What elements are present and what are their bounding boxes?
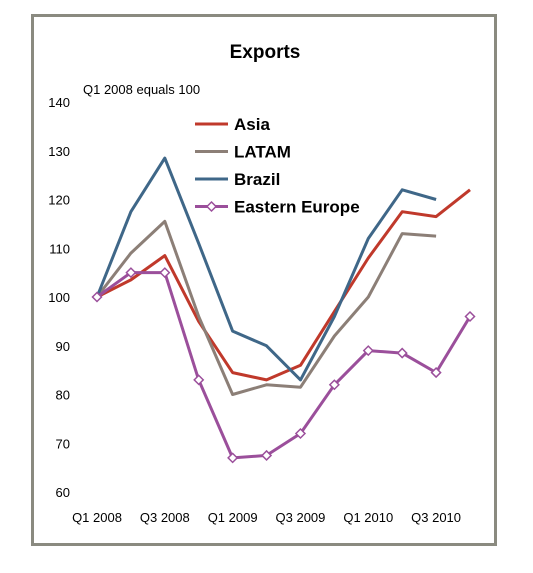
- legend-label-brazil: Brazil: [234, 170, 280, 189]
- x-tick-label: Q1 2009: [208, 510, 258, 525]
- x-tick-label: Q1 2010: [343, 510, 393, 525]
- legend-label-latam: LATAM: [234, 143, 291, 162]
- chart-subtitle: Q1 2008 equals 100: [83, 82, 200, 97]
- eastern-europe-data-point: [125, 267, 137, 279]
- eastern-europe-data-point: [464, 310, 476, 323]
- eastern-europe-data-point: [430, 367, 442, 379]
- latam-series-line: [95, 219, 437, 396]
- eastern-europe-data-point: [294, 427, 307, 440]
- y-tick-label: 130: [48, 144, 70, 159]
- eastern-europe-data-point: [91, 291, 103, 303]
- y-tick-label: 60: [56, 485, 70, 500]
- series-lines: [91, 156, 476, 464]
- x-tick-label: Q3 2008: [140, 510, 190, 525]
- eastern-europe-data-point: [193, 374, 205, 386]
- y-tick-label: 120: [48, 193, 70, 208]
- eastern-europe-data-point: [159, 267, 171, 279]
- y-tick-label: 100: [48, 290, 70, 305]
- eastern-europe-data-point: [260, 449, 273, 461]
- y-tick-label: 80: [56, 388, 70, 403]
- asia-series-line: [96, 188, 471, 382]
- y-tick-label: 70: [56, 436, 70, 451]
- legend-label-asia: Asia: [234, 115, 270, 134]
- x-axis-ticks: Q1 2008 Q3 2008 Q1 2009 Q3 2009 Q1 2010 Q3 20…: [72, 510, 461, 525]
- y-axis-ticks: 60 70 80 90 100 110 120 130 140: [48, 95, 70, 500]
- chart-legend: Asia LATAM Brazil Eastern Europe: [195, 115, 360, 217]
- x-tick-label: Q3 2009: [276, 510, 326, 525]
- legend-marker-eastern-europe: [205, 200, 218, 213]
- y-tick-label: 90: [56, 339, 70, 354]
- eastern-europe-data-point: [362, 345, 374, 357]
- y-tick-label: 140: [48, 95, 70, 110]
- brazil-series-line: [95, 156, 437, 382]
- chart-title: Exports: [230, 42, 301, 63]
- eastern-europe-series-line: [96, 271, 472, 460]
- eastern-europe-data-point: [227, 452, 239, 464]
- y-tick-label: 110: [49, 241, 70, 256]
- x-tick-label: Q3 2010: [411, 510, 461, 525]
- x-tick-label: Q1 2008: [72, 510, 122, 525]
- legend-label-eastern-europe: Eastern Europe: [234, 198, 360, 217]
- eastern-europe-data-point: [396, 347, 408, 359]
- eastern-europe-data-point: [328, 379, 340, 391]
